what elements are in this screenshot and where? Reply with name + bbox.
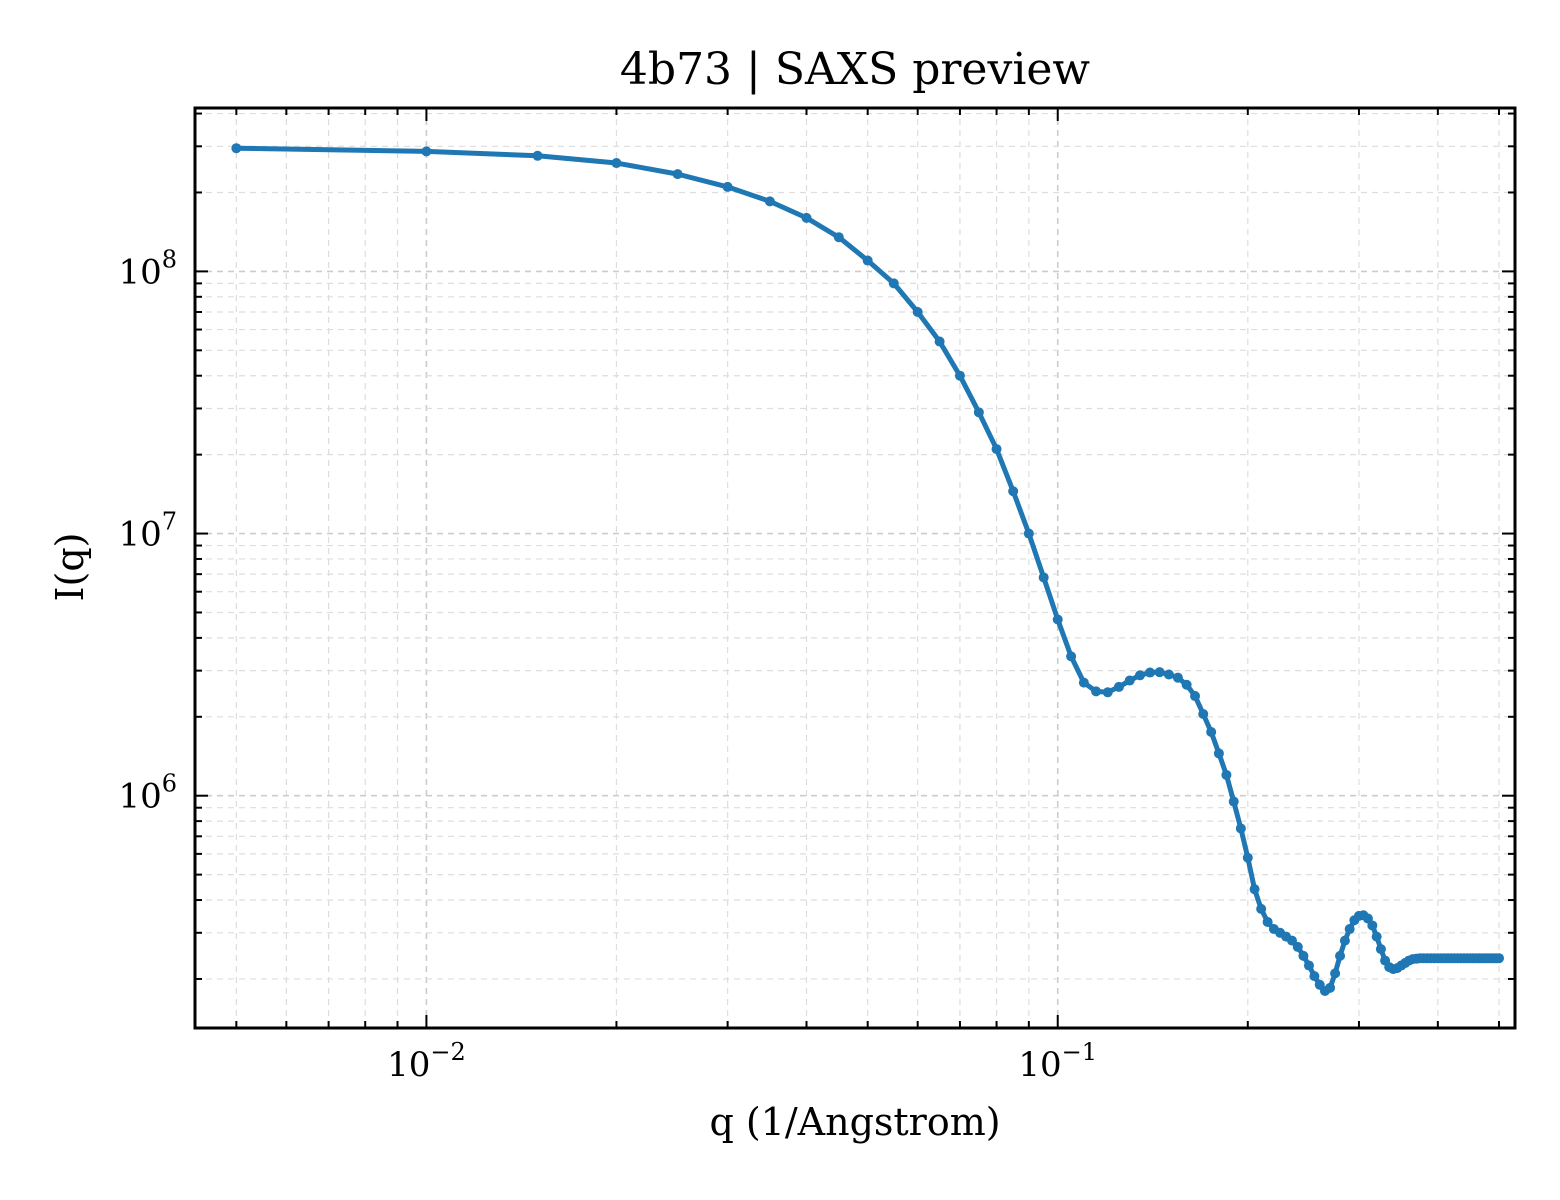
data-point bbox=[1335, 950, 1346, 961]
data-point bbox=[1213, 748, 1224, 759]
data-point bbox=[1154, 667, 1165, 678]
data-point bbox=[1309, 971, 1320, 982]
data-point bbox=[973, 407, 984, 418]
data-point bbox=[1303, 960, 1314, 971]
data-point bbox=[672, 169, 683, 180]
data-point bbox=[912, 307, 923, 317]
data-point bbox=[1235, 823, 1246, 834]
data-point bbox=[1145, 667, 1155, 678]
data-point bbox=[1367, 920, 1378, 931]
y-tick-label: 106 bbox=[118, 770, 177, 817]
y-tick-label: 107 bbox=[118, 508, 177, 555]
data-point bbox=[231, 143, 242, 154]
data-point bbox=[801, 212, 812, 223]
data-point bbox=[991, 444, 1002, 455]
x-tick-label: 10−2 bbox=[387, 1038, 466, 1085]
data-point bbox=[862, 255, 873, 266]
data-point bbox=[1262, 916, 1273, 927]
y-axis-label: I(q) bbox=[48, 533, 92, 602]
data-point bbox=[1008, 486, 1019, 497]
data-point bbox=[1494, 953, 1505, 964]
data-point bbox=[1198, 708, 1209, 719]
data-point bbox=[1066, 651, 1077, 662]
chart-title: 4b73 | SAXS preview bbox=[620, 44, 1091, 95]
grid-lines bbox=[195, 108, 1515, 1028]
x-axis-label: q (1/Angstrom) bbox=[709, 1100, 1000, 1144]
data-point bbox=[1298, 950, 1309, 961]
data-point bbox=[421, 146, 432, 157]
data-point bbox=[1078, 677, 1089, 688]
data-point bbox=[1344, 924, 1355, 935]
data-point bbox=[1242, 852, 1253, 863]
data-point bbox=[532, 150, 543, 161]
x-tick-label: 10−1 bbox=[1018, 1038, 1097, 1085]
data-point bbox=[1375, 944, 1386, 955]
data-point bbox=[611, 158, 622, 169]
data-point bbox=[1221, 769, 1232, 780]
data-point bbox=[1330, 968, 1341, 979]
data-point bbox=[1172, 672, 1183, 683]
data-point bbox=[1091, 686, 1102, 697]
data-point bbox=[888, 278, 899, 289]
data-point bbox=[1163, 669, 1174, 680]
data-point bbox=[1023, 528, 1034, 539]
data-point bbox=[1113, 681, 1124, 692]
data-point bbox=[1102, 687, 1113, 698]
data-point bbox=[1052, 614, 1063, 625]
data-point bbox=[1124, 675, 1135, 686]
data-point bbox=[833, 232, 844, 243]
series-points bbox=[231, 143, 1505, 996]
data-point bbox=[1181, 679, 1192, 690]
data-point bbox=[934, 336, 945, 347]
data-point bbox=[1325, 982, 1336, 993]
data-point bbox=[1249, 884, 1260, 895]
data-point bbox=[764, 196, 775, 207]
data-point bbox=[1228, 796, 1239, 807]
data-point bbox=[954, 370, 965, 381]
y-tick-label: 108 bbox=[118, 245, 177, 292]
plot-frame bbox=[193, 106, 1517, 1030]
data-point bbox=[1339, 935, 1350, 946]
data-point bbox=[1206, 727, 1217, 737]
data-point bbox=[1371, 931, 1382, 942]
data-point bbox=[722, 181, 733, 192]
data-point bbox=[1256, 903, 1267, 914]
data-point bbox=[1135, 670, 1146, 681]
data-point bbox=[1292, 941, 1303, 952]
data-point bbox=[1190, 691, 1201, 702]
data-point bbox=[1038, 572, 1049, 583]
